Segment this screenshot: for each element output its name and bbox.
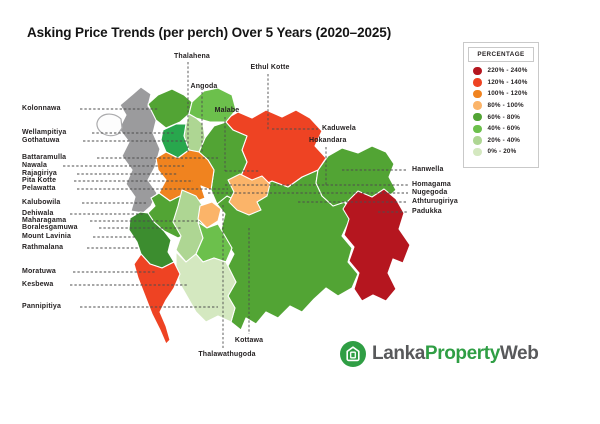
legend-item: 100% - 120% — [464, 88, 538, 100]
legend-item-label: 60% - 80% — [487, 113, 521, 121]
map-label-rajagiriya: Rajagiriya — [22, 170, 57, 177]
map-label-homagama: Homagama — [412, 181, 451, 188]
map-label-nawala: Nawala — [22, 162, 48, 169]
legend-item: 220% - 240% — [464, 65, 538, 77]
map-label-battaramulla: Battaramulla — [22, 154, 67, 161]
logo-text: LankaPropertyWeb — [372, 343, 539, 365]
logo-part-web: Web — [499, 343, 539, 364]
legend-dot — [473, 101, 482, 110]
region-kesbewa — [175, 251, 237, 323]
map-label-hokandara: Hokandara — [309, 137, 347, 144]
legend-item-label: 120% - 140% — [487, 78, 528, 86]
legend-item: 0% - 20% — [464, 146, 538, 158]
map-label-athturugiriya: Athturugiriya — [412, 198, 458, 205]
legend: PERCENTAGE 220% - 240% 120% - 140% 100% … — [463, 42, 539, 168]
legend-item: 40% - 60% — [464, 123, 538, 135]
legend-dot — [473, 66, 482, 76]
map-label-thalawathugoda: Thalawathugoda — [198, 351, 256, 358]
map-label-pita-kotte: Pita Kotte — [22, 177, 57, 184]
region-dehiwala — [128, 211, 175, 269]
legend-item: 80% - 100% — [464, 100, 538, 112]
map-label-thalahena: Thalahena — [174, 53, 210, 60]
map-label-kesbewa: Kesbewa — [22, 281, 54, 288]
map-label-mount-lavinia: Mount Lavinia — [22, 233, 72, 240]
legend-item: 120% - 140% — [464, 77, 538, 89]
map-label-dehiwala: Dehiwala — [22, 210, 54, 217]
legend-item: 20% - 40% — [464, 135, 538, 147]
legend-item-label: 0% - 20% — [487, 148, 517, 156]
legend-item-label: 100% - 120% — [487, 90, 528, 98]
map-label-padukka: Padukka — [412, 208, 442, 215]
map-label-pannipitiya: Pannipitiya — [22, 303, 61, 310]
page-title: Asking Price Trends (per perch) Over 5 Y… — [27, 25, 392, 40]
region-padukka — [342, 188, 411, 302]
map-label-rathmalana: Rathmalana — [22, 244, 64, 251]
map-label-kottawa: Kottawa — [234, 337, 264, 344]
lankapropertyweb-logo: LankaPropertyWeb — [339, 340, 539, 368]
legend-item-label: 20% - 40% — [487, 136, 521, 144]
region-moratuwa — [133, 253, 181, 345]
map-label-kaduwela: Kaduwela — [322, 125, 356, 132]
map-label-nugegoda: Nugegoda — [412, 189, 448, 196]
leader-lines — [63, 62, 408, 348]
map-label-hanwella: Hanwella — [412, 166, 444, 173]
legend-item-label: 220% - 240% — [487, 67, 528, 75]
legend-dot — [473, 124, 482, 134]
region-hanwella — [315, 145, 397, 207]
region-colombo-harbor — [96, 113, 123, 137]
map-label-malabe: Malabe — [214, 107, 240, 114]
legend-item-label: 40% - 60% — [487, 125, 521, 133]
legend-dot — [473, 136, 482, 145]
region-colombo — [118, 86, 161, 214]
region-hokandara — [227, 173, 271, 216]
logo-part-property: Property — [424, 343, 500, 364]
house-icon — [340, 341, 366, 367]
map-label-ethul-kotte: Ethul Kotte — [250, 64, 290, 71]
legend-dot — [473, 78, 482, 87]
map-label-gothatuwa: Gothatuwa — [22, 137, 60, 144]
map-label-kolonnawa: Kolonnawa — [22, 105, 61, 112]
map-label-boralesgamuwa: Boralesgamuwa — [22, 224, 78, 231]
map-label-kalubowila: Kalubowila — [22, 199, 61, 206]
legend-dot — [473, 112, 482, 122]
logo-part-lanka: Lanka — [372, 343, 425, 364]
map-label-maharagama: Maharagama — [22, 217, 67, 224]
map-label-wellampitiya: Wellampitiya — [22, 129, 67, 136]
legend-dot — [473, 89, 482, 99]
map-label-angoda: Angoda — [190, 83, 218, 90]
map-label-pelawatta: Pelawatta — [22, 185, 56, 192]
map-label-moratuwa: Moratuwa — [22, 268, 56, 275]
region-pamunuwa — [197, 201, 222, 229]
legend-item: 60% - 80% — [464, 111, 538, 123]
legend-title: PERCENTAGE — [468, 47, 534, 62]
region-kotikawatta — [188, 87, 237, 123]
legend-item-label: 80% - 100% — [487, 102, 524, 110]
legend-dot — [473, 147, 482, 157]
